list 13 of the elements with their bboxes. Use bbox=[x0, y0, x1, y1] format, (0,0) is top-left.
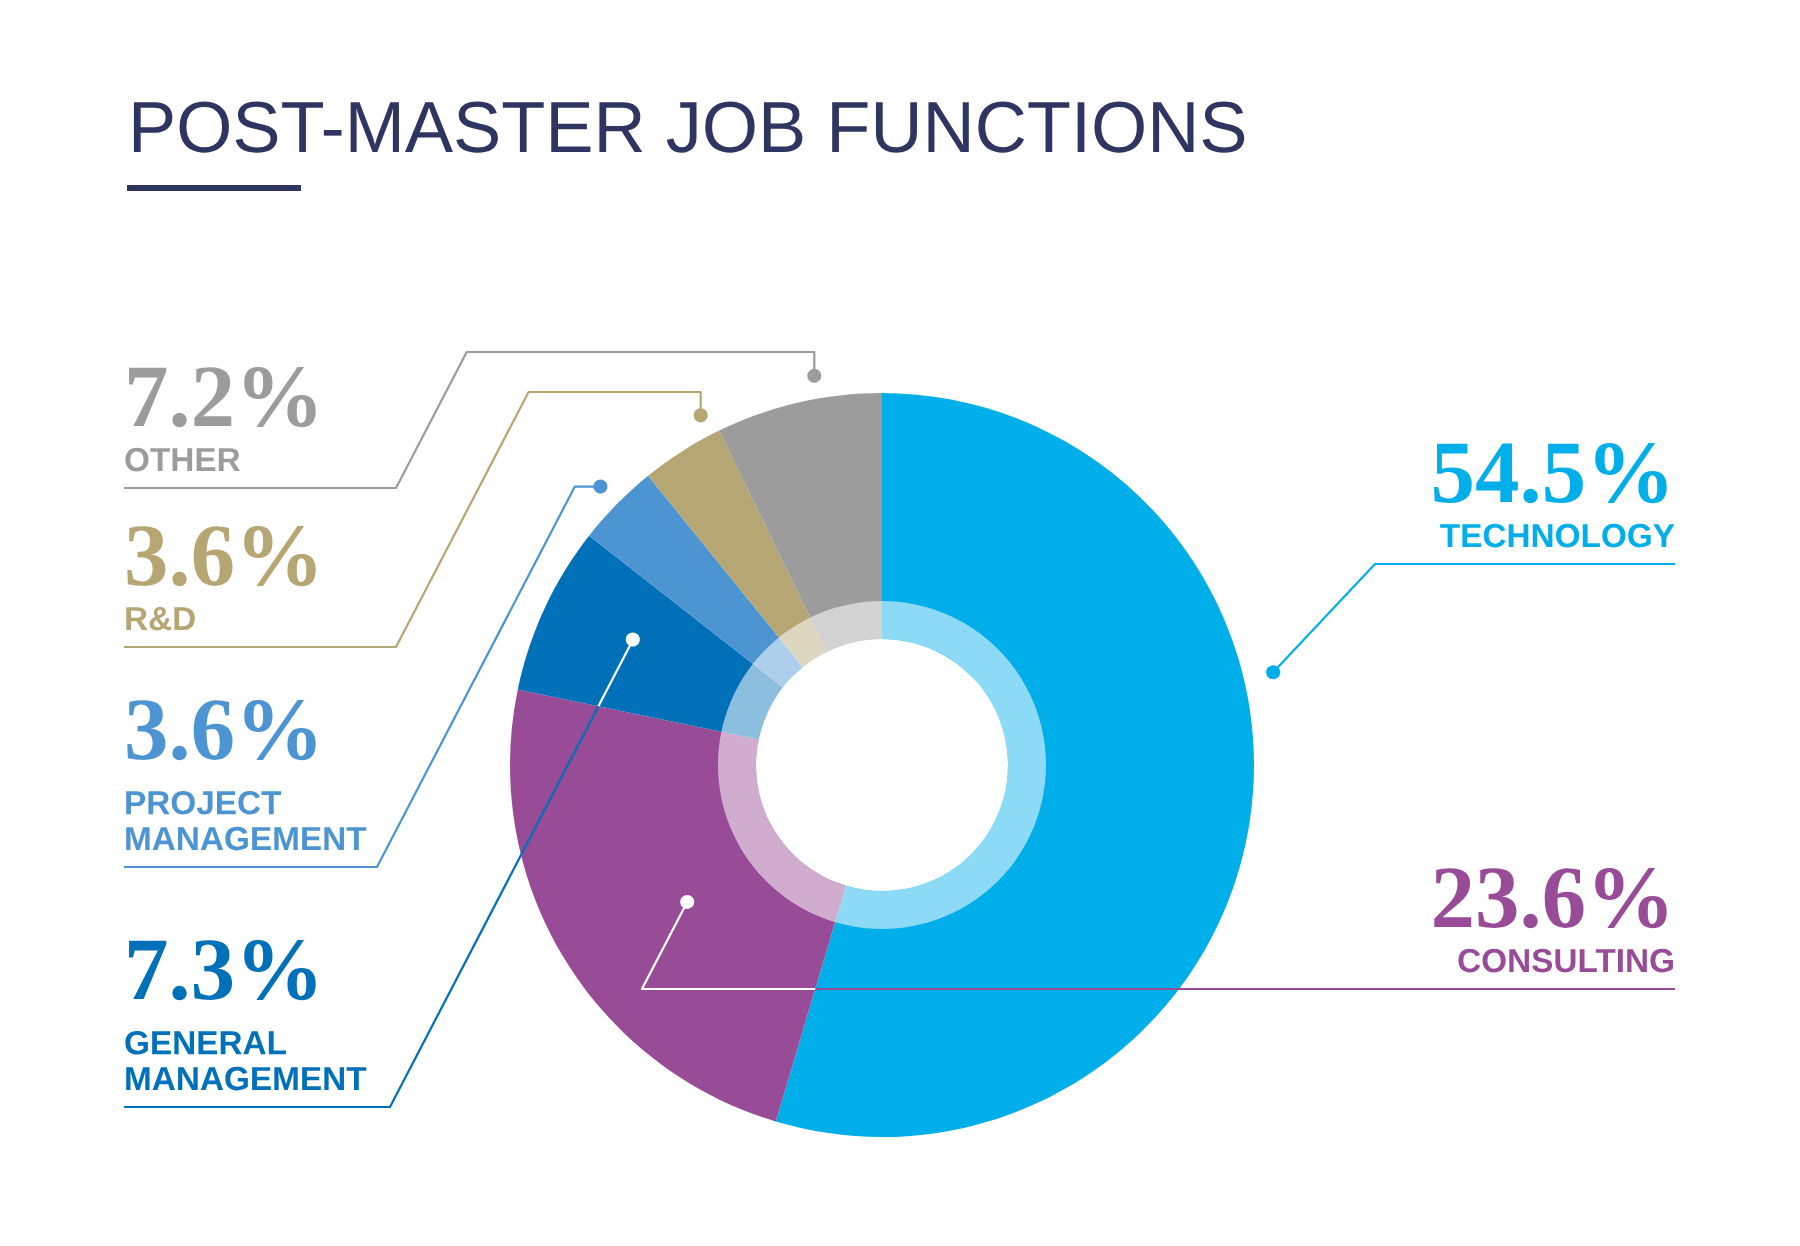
data-label: 7.3% bbox=[129, 939, 316, 1001]
data-label: 23.6% bbox=[1434, 867, 1667, 929]
chart-title: POST-MASTER JOB FUNCTIONS bbox=[133, 101, 1245, 153]
slice-label: GENERAL MANAGEMENT bbox=[125, 1030, 367, 1091]
slice-label: OTHER bbox=[125, 447, 240, 472]
data-label: 3.6% bbox=[127, 525, 316, 587]
slice-label: R&D bbox=[126, 607, 195, 631]
slice-label: CONSULTING bbox=[1458, 948, 1673, 973]
slice-label: PROJECT MANAGEMENT bbox=[126, 790, 367, 851]
data-label: 54.5% bbox=[1434, 442, 1667, 504]
slice-label: TECHNOLOGY bbox=[1440, 523, 1675, 548]
data-label: 3.6% bbox=[127, 699, 316, 761]
data-label: 7.2% bbox=[129, 366, 316, 428]
